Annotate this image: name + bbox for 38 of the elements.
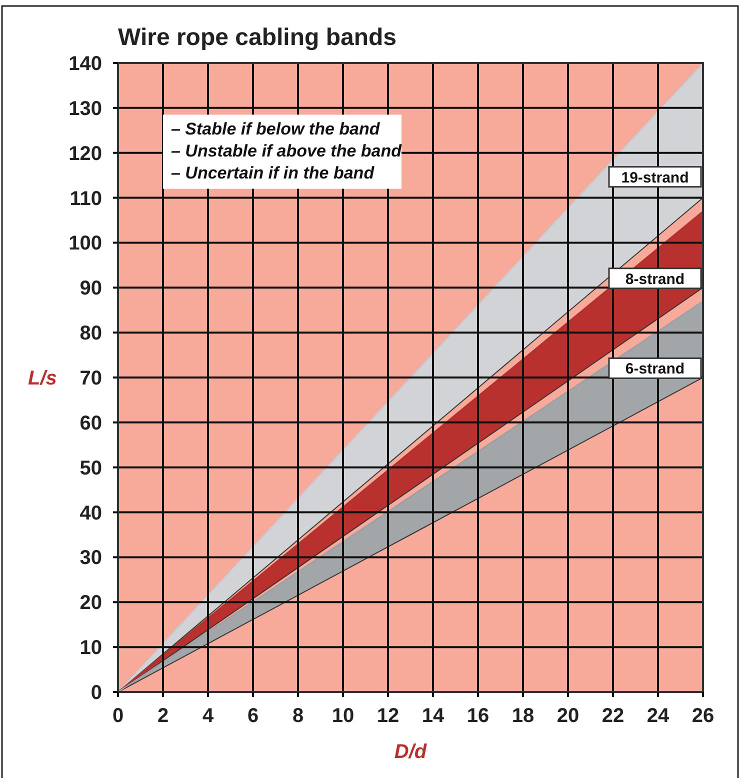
y-tick-label: 20 xyxy=(80,592,102,614)
y-tick-label: 130 xyxy=(68,98,102,120)
x-tick-label: 16 xyxy=(466,705,490,727)
y-tick-label: 90 xyxy=(80,278,102,300)
x-axis-title: D/d xyxy=(394,741,428,763)
x-tick-label: 20 xyxy=(556,705,580,727)
y-tick-label: 10 xyxy=(80,637,102,660)
y-tick-label: 40 xyxy=(80,502,102,524)
x-tick-label: 6 xyxy=(247,705,259,727)
y-tick-label: 70 xyxy=(80,368,102,390)
annotation: – Stable if below the band xyxy=(171,120,380,139)
y-axis-title: L/s xyxy=(28,368,57,390)
series-label: 19-strand xyxy=(621,169,689,186)
annotation: – Unstable if above the band xyxy=(171,142,402,161)
x-tick-label: 22 xyxy=(602,705,624,727)
y-tick-label: 60 xyxy=(80,412,102,434)
y-tick-label: 30 xyxy=(80,547,102,570)
chart-title: Wire rope cabling bands xyxy=(118,24,396,51)
series-label: 6-strand xyxy=(625,360,685,378)
x-tick-label: 26 xyxy=(692,705,714,727)
x-tick-label: 0 xyxy=(112,705,124,727)
annotation: – Uncertain if in the band xyxy=(171,164,375,183)
series-label: 8-strand xyxy=(625,270,685,288)
x-tick-label: 24 xyxy=(646,705,670,727)
y-tick-label: 110 xyxy=(70,188,102,210)
x-tick-label: 14 xyxy=(422,705,445,727)
x-tick-label: 10 xyxy=(332,705,354,727)
y-tick-label: 140 xyxy=(68,53,102,75)
x-tick-label: 4 xyxy=(202,705,214,727)
x-tick-label: 8 xyxy=(292,705,304,727)
y-tick-label: 120 xyxy=(68,142,102,165)
y-tick-label: 50 xyxy=(80,457,102,480)
y-tick-label: 80 xyxy=(80,322,102,345)
y-tick-label: 0 xyxy=(90,682,102,704)
y-tick-label: 100 xyxy=(68,232,102,255)
x-tick-label: 2 xyxy=(157,705,169,727)
x-tick-label: 18 xyxy=(512,705,534,727)
x-tick-label: 12 xyxy=(376,705,400,727)
